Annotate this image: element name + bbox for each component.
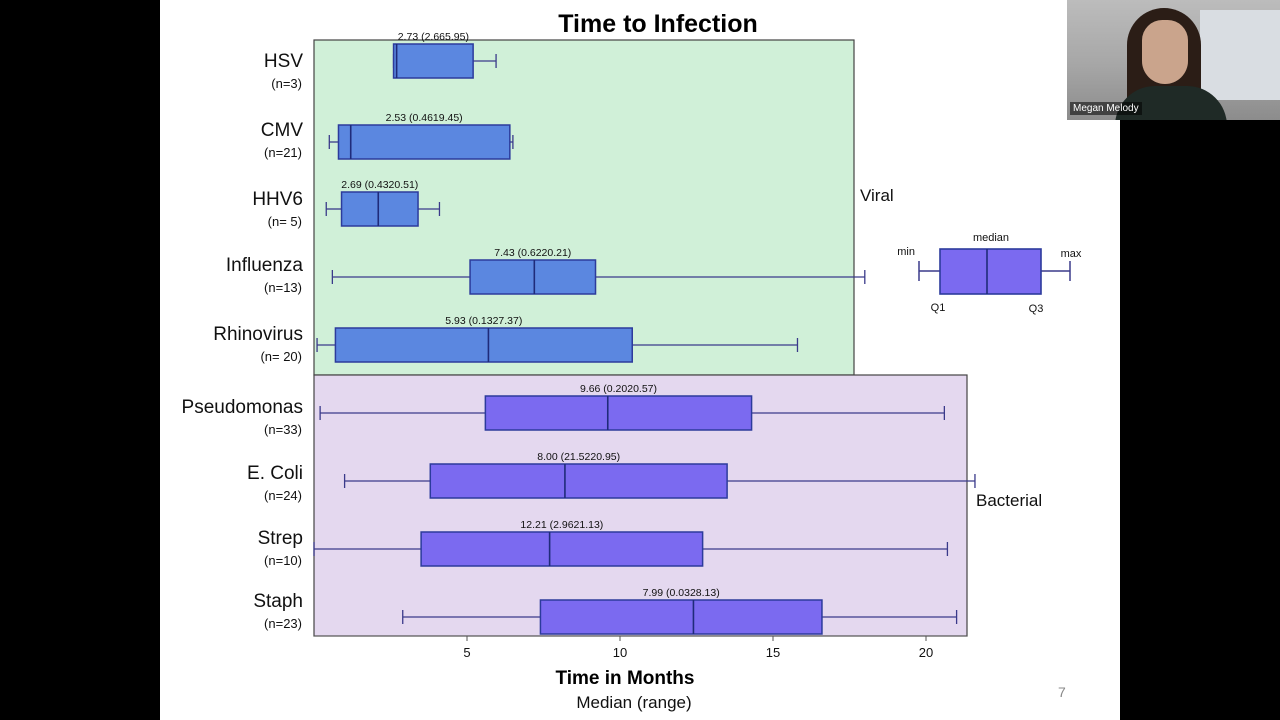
- row-n-influenza: (n=13): [264, 280, 302, 295]
- row-label-staph: Staph: [253, 591, 303, 612]
- row-n-cmv: (n=21): [264, 145, 302, 160]
- row-n-rhinovirus: (n= 20): [260, 349, 302, 364]
- box-strep: 12.21 (2.9621.13): [313, 519, 949, 567]
- chart-title: Time to Infection: [558, 10, 758, 38]
- iqr-box-influenza: [469, 259, 597, 295]
- participant-name: Megan Melody: [1070, 102, 1142, 115]
- row-n-hhv6: (n= 5): [268, 214, 302, 229]
- box-rhinovirus: 5.93 (0.1327.37): [316, 315, 799, 363]
- annotation-cmv: 2.53 (0.4619.45): [386, 112, 463, 124]
- row-n-strep: (n=10): [264, 553, 302, 568]
- row-label-pseudomonas: Pseudomonas: [182, 397, 303, 418]
- annotation-strep: 12.21 (2.9621.13): [520, 519, 603, 531]
- row-label-hsv: HSV: [264, 51, 303, 72]
- row-label-strep: Strep: [258, 528, 303, 549]
- x-tick-label-15: 15: [766, 645, 780, 660]
- annotation-pseudomonas: 9.66 (0.2020.57): [580, 383, 657, 395]
- iqr-box-hhv6: [340, 191, 419, 227]
- row-label-e-coli: E. Coli: [247, 463, 303, 484]
- legend-iqr-box: [939, 248, 1042, 295]
- iqr-box-cmv: [337, 124, 511, 160]
- annotation-hhv6: 2.69 (0.4320.51): [341, 179, 418, 191]
- group-label-bacterial: Bacterial: [976, 491, 1042, 510]
- group-label-viral: Viral: [860, 186, 894, 205]
- legend-label-q3: Q3: [1029, 303, 1044, 315]
- row-n-e-coli: (n=24): [264, 488, 302, 503]
- iqr-box-pseudomonas: [484, 395, 753, 431]
- annotation-rhinovirus: 5.93 (0.1327.37): [445, 315, 522, 327]
- row-label-influenza: Influenza: [226, 255, 304, 276]
- row-label-rhinovirus: Rhinovirus: [213, 324, 303, 345]
- row-n-hsv: (n=3): [271, 76, 302, 91]
- x-tick-label-5: 5: [463, 645, 470, 660]
- legend-label-max: max: [1061, 248, 1082, 260]
- box-staph: 7.99 (0.0328.13): [402, 587, 958, 635]
- box-cmv: 2.53 (0.4619.45): [328, 112, 514, 160]
- box-hsv: 2.73 (2.665.95): [392, 31, 497, 79]
- x-tick-label-20: 20: [919, 645, 933, 660]
- box-hhv6: 2.69 (0.4320.51): [325, 179, 441, 227]
- box-pseudomonas: 9.66 (0.2020.57): [319, 383, 946, 431]
- x-axis-sublabel: Median (range): [576, 693, 691, 712]
- iqr-box-hsv: [392, 43, 474, 79]
- row-label-hhv6: HHV6: [252, 189, 303, 210]
- annotation-e-coli: 8.00 (21.5220.95): [537, 451, 620, 463]
- annotation-staph: 7.99 (0.0328.13): [643, 587, 720, 599]
- legend-box-key: min median max Q1 Q3: [897, 232, 1082, 315]
- iqr-box-rhinovirus: [334, 327, 633, 363]
- row-n-staph: (n=23): [264, 616, 302, 631]
- legend-label-q1: Q1: [931, 302, 946, 314]
- slide-number: 7: [1058, 684, 1066, 700]
- iqr-box-staph: [539, 599, 823, 635]
- iqr-box-e-coli: [429, 463, 728, 499]
- webcam-tile[interactable]: Megan Melody: [1067, 0, 1280, 120]
- box-e-coli: 8.00 (21.5220.95): [343, 451, 976, 499]
- iqr-box-strep: [420, 531, 704, 567]
- annotation-hsv: 2.73 (2.665.95): [398, 31, 469, 43]
- webcam-background: [1200, 10, 1280, 100]
- boxplot-chart: Time to Infection Viral Bacterial 5 10 15 20 2…: [182, 10, 1082, 712]
- participant-face: [1142, 20, 1188, 84]
- legend-label-median: median: [973, 232, 1009, 244]
- row-n-pseudomonas: (n=33): [264, 422, 302, 437]
- box-influenza: 7.43 (0.6220.21): [331, 247, 866, 295]
- legend-label-min: min: [897, 246, 915, 258]
- x-axis-label: Time in Months: [556, 668, 695, 689]
- row-label-cmv: CMV: [261, 120, 304, 141]
- slide: Time to Infection Viral Bacterial 5 10 15 20 2…: [160, 0, 1120, 720]
- annotation-influenza: 7.43 (0.6220.21): [494, 247, 571, 259]
- x-tick-label-10: 10: [613, 645, 627, 660]
